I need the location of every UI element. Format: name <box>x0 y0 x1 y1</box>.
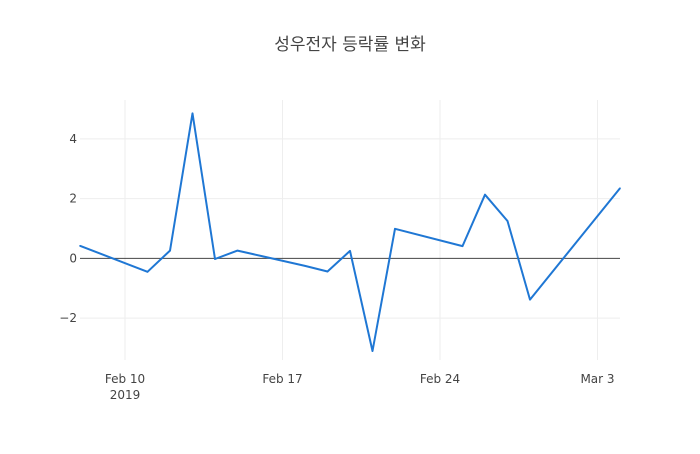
data-point <box>191 112 194 115</box>
series-layer <box>79 112 621 352</box>
data-point <box>529 298 531 301</box>
grid-lines <box>80 100 620 360</box>
y-tick-label: −2 <box>59 311 77 325</box>
x-tick-sublabel: 2019 <box>110 388 141 402</box>
data-point <box>326 270 329 273</box>
data-point <box>236 249 239 252</box>
data-point <box>506 220 509 222</box>
data-point <box>461 245 464 247</box>
data-point <box>394 228 396 230</box>
y-tick-label: 2 <box>69 192 77 206</box>
x-tick-label: Mar 3 <box>580 372 614 386</box>
data-point <box>371 350 374 352</box>
data-point <box>79 245 81 247</box>
y-tick-label: 0 <box>69 251 77 265</box>
data-point <box>349 250 351 252</box>
data-point <box>619 187 621 189</box>
y-tick-label: 4 <box>69 132 77 146</box>
x-tick-label: Feb 10 <box>105 372 145 386</box>
data-point <box>304 265 306 267</box>
series-line <box>79 112 621 352</box>
x-tick-label: Feb 24 <box>420 372 460 386</box>
data-point <box>214 258 216 260</box>
data-point <box>146 271 149 273</box>
data-point <box>169 249 171 252</box>
axes: Feb 10 2019 Feb 17 Feb 24 Mar 3 −2 0 2 4 <box>59 132 614 402</box>
data-point <box>484 193 486 196</box>
chart-title: 성우전자 등락률 변화 <box>274 35 426 55</box>
x-tick-label: Feb 17 <box>262 372 302 386</box>
